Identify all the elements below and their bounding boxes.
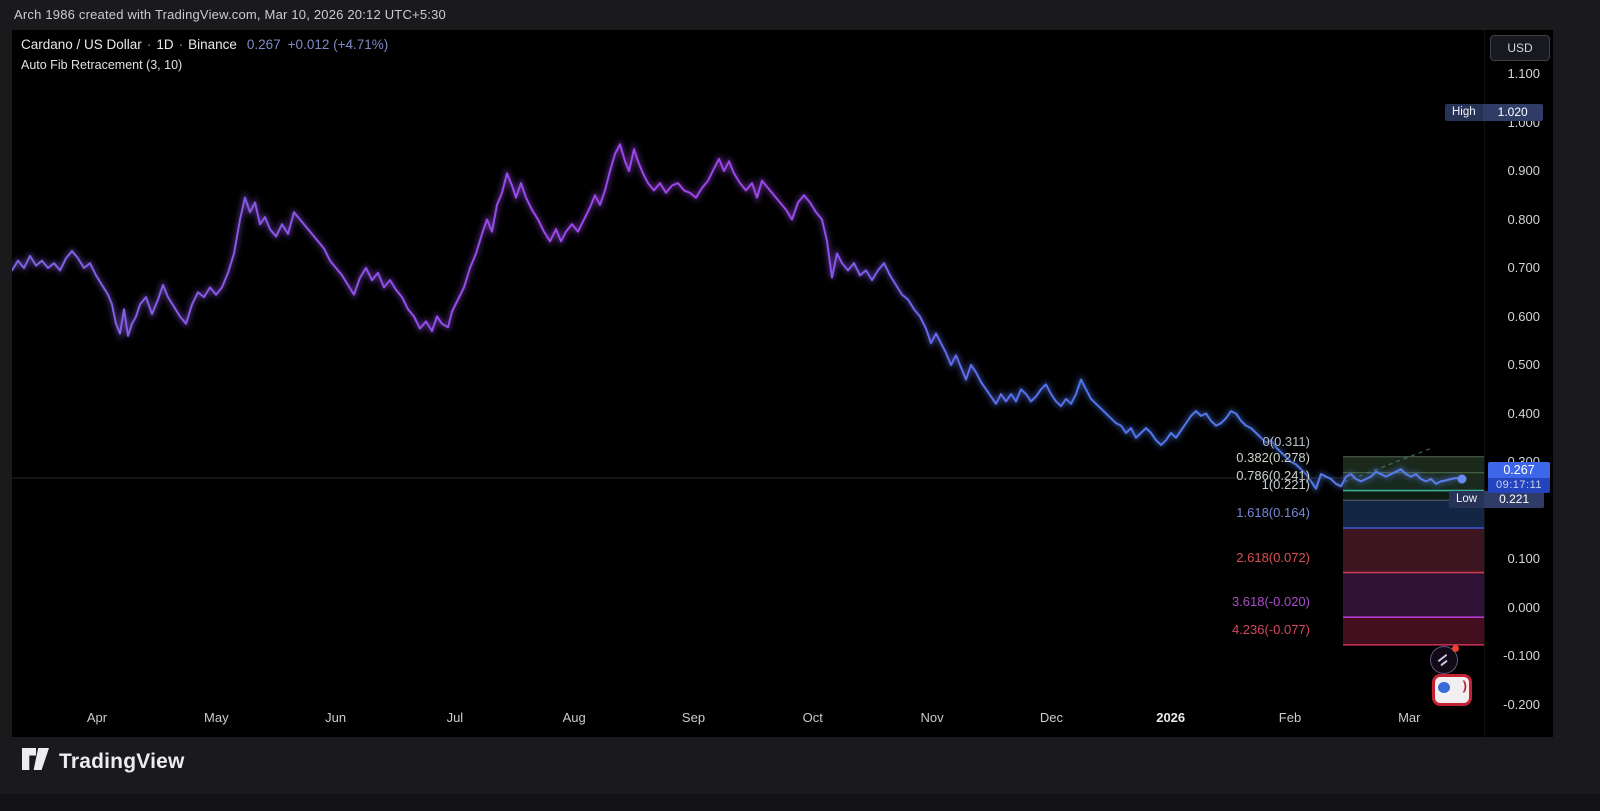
time-tick-month: Oct	[802, 710, 823, 725]
high-price-badge: High 1.020	[1445, 103, 1543, 121]
time-axis[interactable]: Apr May Jun Jul Aug Sep Oct Nov Dec 2026 Feb Mar	[12, 707, 1484, 737]
time-tick-month: Aug	[562, 710, 586, 725]
price-tick-label: 0.600	[1507, 308, 1540, 324]
time-tick-month: Mar	[1398, 710, 1421, 725]
fib-band-3.618	[1343, 617, 1484, 645]
fib-level-label-4.236: 4.236(-0.077)	[1231, 621, 1310, 637]
bar-countdown: 09:17:11	[1488, 478, 1550, 493]
high-badge-label: High	[1445, 103, 1483, 121]
current-price-value: 0.267	[1488, 462, 1550, 478]
tradingview-wordmark: TradingView	[59, 750, 185, 773]
current-price-badge: 0.267 09:17:11	[1488, 462, 1550, 493]
channel-logo-icon: )	[1432, 674, 1472, 706]
fib-level-label-1.618: 1.618(0.164)	[1236, 504, 1310, 520]
timeframe-label[interactable]: 1D	[156, 37, 174, 52]
price-tick-label: 0.900	[1507, 163, 1540, 178]
fib-band-1.618	[1343, 528, 1484, 573]
price-line	[12, 143, 1463, 490]
price-tick-label: 0.400	[1507, 405, 1540, 421]
last-price-dot	[1457, 474, 1467, 484]
plot-svg	[12, 138, 1484, 646]
low-badge-value: 0.221	[1484, 491, 1545, 509]
price-change: +0.012 (+4.71%)	[287, 37, 389, 52]
currency-usd-button[interactable]: USD	[1490, 35, 1550, 61]
price-tick-label: -0.200	[1503, 696, 1540, 712]
footer-strip	[0, 794, 1600, 811]
top-bar: Arch 1986 created with TradingView.com, …	[0, 0, 1600, 30]
price-tick-label: 0.000	[1507, 599, 1540, 615]
time-tick-month: Dec	[1039, 710, 1063, 725]
time-tick-month: Jul	[446, 710, 464, 725]
footer: TradingView	[0, 737, 1600, 811]
price-line-glow	[12, 138, 1463, 494]
time-tick-month: Feb	[1278, 710, 1302, 725]
fib-level-label-0.382: 0.382(0.278)	[1236, 449, 1310, 465]
high-badge-value: 1.020	[1482, 103, 1543, 121]
last-price: 0.267	[246, 37, 281, 52]
fib-level-label-3.618: 3.618(-0.020)	[1231, 594, 1310, 610]
price-tick-label: 0.500	[1507, 357, 1540, 372]
fib-level-label-0.786: 0.786(0.241)	[1236, 467, 1310, 483]
low-price-badge: Low 0.221	[1449, 491, 1545, 509]
price-axis[interactable]: USD 1.100 1.000 0.900 0.800 0.700 0.600 0.500 0…	[1484, 30, 1554, 737]
price-tick-label: 1.100	[1507, 66, 1540, 81]
chart-legend: Cardano / US Dollar · 1D · Binance 0.267 +0.01…	[21, 37, 388, 72]
watermark-dial-icon	[1430, 645, 1459, 674]
fib-level-label-2.618: 2.618(0.072)	[1236, 549, 1310, 565]
low-badge-label: Low	[1449, 491, 1485, 509]
price-tick-label: 0.700	[1507, 260, 1540, 275]
tradingview-logo[interactable]: TradingView	[22, 748, 185, 776]
exchange-label: Binance	[188, 37, 237, 52]
separator-dot: ·	[178, 37, 184, 52]
tradingview-logo-icon	[22, 748, 49, 776]
symbol-title[interactable]: Cardano / US Dollar	[21, 37, 142, 52]
fib-band-2.618	[1343, 572, 1484, 618]
separator-dot: ·	[146, 37, 152, 52]
fib-band-0.786	[1343, 490, 1484, 501]
notification-dot-icon	[1452, 645, 1459, 652]
time-tick-month: Apr	[86, 710, 108, 725]
time-tick-month: Sep	[681, 710, 706, 725]
fib-level-label-1: 1(0.221)	[1261, 477, 1310, 493]
fib-band-0	[1343, 456, 1484, 473]
time-tick-month: Jun	[325, 710, 347, 725]
chart-pane[interactable]	[12, 30, 1484, 737]
price-tick-label: 0.800	[1507, 211, 1540, 227]
time-tick-month: May	[204, 710, 229, 725]
fib-level-label-0: 0(0.311)	[1262, 433, 1310, 449]
attribution-text: Arch 1986 created with TradingView.com, …	[14, 7, 446, 22]
price-tick-label: -0.100	[1503, 648, 1540, 663]
time-tick-year: 2026	[1156, 710, 1186, 725]
time-tick-month: Nov	[920, 710, 944, 725]
fib-band-0.382	[1343, 472, 1484, 491]
indicator-title[interactable]: Auto Fib Retracement (3, 10)	[21, 58, 183, 72]
chart-panel: Cardano / US Dollar · 1D · Binance 0.267 +0.01…	[12, 30, 1553, 737]
price-tick-label: 0.100	[1507, 551, 1540, 566]
